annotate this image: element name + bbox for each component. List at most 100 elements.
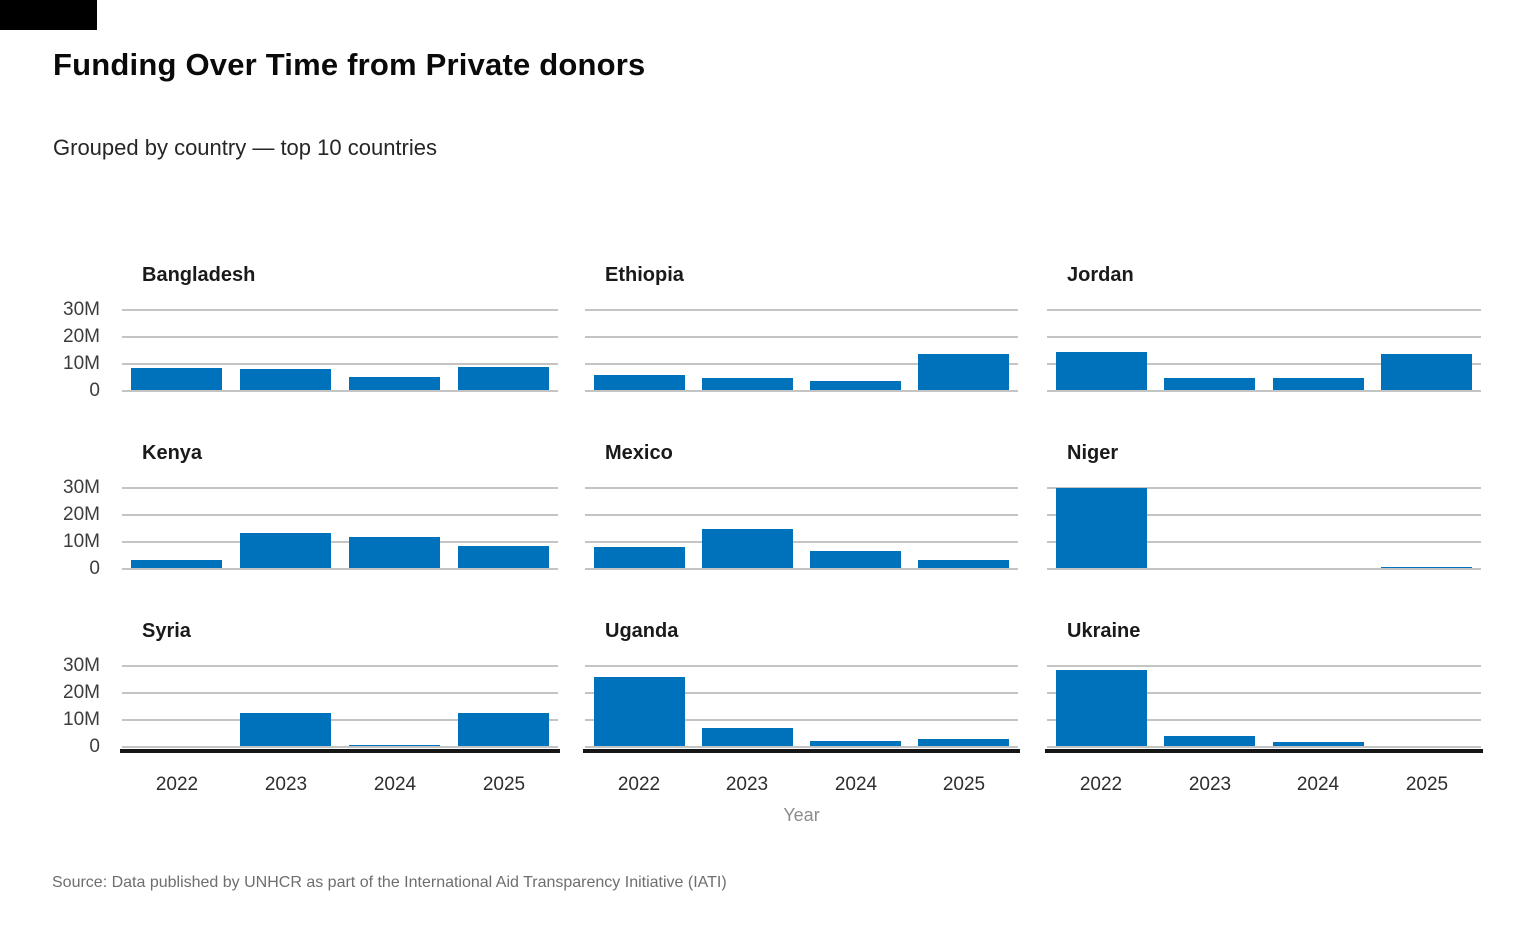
- bar-ethiopia-2024: [810, 381, 901, 390]
- bar-ethiopia-2022: [594, 375, 685, 390]
- y-tick-label: 0: [89, 558, 100, 579]
- gridline: [585, 746, 1018, 748]
- y-tick-label: 0: [89, 380, 100, 401]
- x-tick-label: 2022: [1079, 774, 1123, 795]
- gridline: [585, 692, 1018, 694]
- bar-uganda-2025: [918, 739, 1009, 746]
- x-axis-title: Year: [783, 805, 820, 825]
- bar-ethiopia-2023: [702, 378, 793, 390]
- panel-title-jordan: Jordan: [1067, 264, 1134, 286]
- gridline: [1047, 336, 1481, 338]
- bar-mexico-2024: [810, 551, 901, 568]
- x-tick-label: 2025: [942, 774, 986, 795]
- gridline: [585, 665, 1018, 667]
- x-tick-label: 2025: [482, 774, 526, 795]
- bar-niger-2022: [1056, 488, 1147, 568]
- panel-title-bangladesh: Bangladesh: [142, 264, 256, 286]
- gridline: [1047, 514, 1481, 516]
- bar-kenya-2023: [240, 533, 331, 568]
- bar-bangladesh-2024: [349, 377, 440, 390]
- x-tick-label: 2025: [1405, 774, 1449, 795]
- panel-title-kenya: Kenya: [142, 442, 203, 464]
- gridline: [122, 363, 558, 365]
- bar-niger-2025: [1381, 567, 1472, 568]
- panel-title-mexico: Mexico: [605, 442, 673, 464]
- x-tick-label: 2024: [834, 774, 878, 795]
- x-tick-label: 2023: [725, 774, 769, 795]
- bar-bangladesh-2022: [131, 368, 222, 390]
- gridline: [1047, 487, 1481, 489]
- gridline: [122, 514, 558, 516]
- y-tick-label: 20M: [63, 326, 100, 347]
- gridline: [122, 746, 558, 748]
- y-tick-label: 20M: [63, 504, 100, 525]
- gridline: [1047, 692, 1481, 694]
- gridline: [122, 390, 558, 392]
- gridline: [1047, 390, 1481, 392]
- y-tick-label: 10M: [63, 531, 100, 552]
- page-subtitle: Grouped by country — top 10 countries: [53, 135, 437, 160]
- gridline: [1047, 363, 1481, 365]
- bar-uganda-2022: [594, 677, 685, 746]
- gridline: [122, 309, 558, 311]
- bar-ukraine-2024: [1273, 742, 1364, 746]
- y-tick-label: 10M: [63, 353, 100, 374]
- gridline: [585, 390, 1018, 392]
- gridline: [585, 568, 1018, 570]
- bar-mexico-2023: [702, 529, 793, 568]
- gridline: [122, 568, 558, 570]
- panel-title-ukraine: Ukraine: [1067, 620, 1141, 642]
- gridline: [585, 363, 1018, 365]
- bar-bangladesh-2023: [240, 369, 331, 390]
- y-tick-label: 30M: [63, 477, 100, 498]
- bar-syria-2024: [349, 745, 440, 746]
- y-tick-label: 10M: [63, 709, 100, 730]
- gridline: [122, 336, 558, 338]
- panel-title-ethiopia: Ethiopia: [605, 264, 684, 286]
- gridline: [585, 487, 1018, 489]
- panel-title-niger: Niger: [1067, 442, 1119, 464]
- y-tick-label: 0: [89, 736, 100, 757]
- gridline: [585, 719, 1018, 721]
- bar-uganda-2023: [702, 728, 793, 746]
- bar-jordan-2022: [1056, 352, 1147, 390]
- y-tick-label: 20M: [63, 682, 100, 703]
- x-tick-label: 2022: [155, 774, 199, 795]
- gridline: [1047, 719, 1481, 721]
- bar-kenya-2024: [349, 537, 440, 568]
- bar-kenya-2025: [458, 546, 549, 568]
- bar-syria-2023: [240, 713, 331, 746]
- x-tick-label: 2023: [264, 774, 308, 795]
- bar-syria-2025: [458, 713, 549, 746]
- gridline: [585, 541, 1018, 543]
- gridline: [1047, 665, 1481, 667]
- gridline: [122, 665, 558, 667]
- top-left-black-bar: [0, 0, 97, 30]
- gridline: [1047, 568, 1481, 570]
- gridline: [585, 309, 1018, 311]
- bar-ethiopia-2025: [918, 354, 1009, 390]
- gridline: [1047, 309, 1481, 311]
- x-axis-line: [120, 749, 560, 753]
- gridline: [122, 719, 558, 721]
- x-tick-label: 2023: [1188, 774, 1232, 795]
- panel-title-uganda: Uganda: [605, 620, 679, 642]
- y-tick-label: 30M: [63, 299, 100, 320]
- gridline: [1047, 746, 1481, 748]
- x-tick-label: 2022: [617, 774, 661, 795]
- bar-bangladesh-2025: [458, 367, 549, 390]
- gridline: [585, 514, 1018, 516]
- bar-kenya-2022: [131, 560, 222, 568]
- bar-mexico-2025: [918, 560, 1009, 568]
- bar-jordan-2025: [1381, 354, 1472, 390]
- bar-uganda-2024: [810, 741, 901, 746]
- gridline: [122, 692, 558, 694]
- page-title: Funding Over Time from Private donors: [53, 47, 646, 82]
- gridline: [122, 487, 558, 489]
- bar-ukraine-2023: [1164, 736, 1255, 746]
- gridline: [1047, 541, 1481, 543]
- panel-title-syria: Syria: [142, 620, 191, 642]
- x-tick-label: 2024: [1296, 774, 1340, 795]
- x-axis-line: [1045, 749, 1483, 753]
